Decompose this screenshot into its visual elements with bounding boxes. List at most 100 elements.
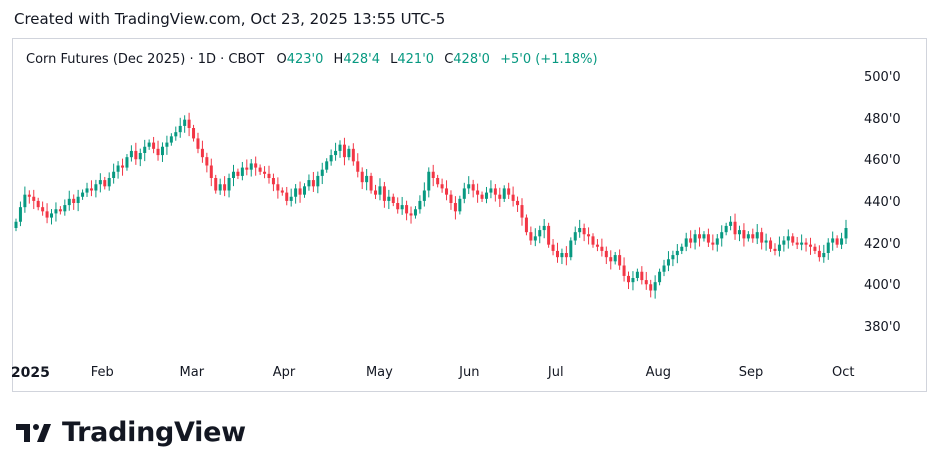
- candle-body[interactable]: [174, 132, 178, 137]
- candle-body[interactable]: [303, 186, 307, 195]
- candle-body[interactable]: [453, 203, 457, 212]
- candle-body[interactable]: [471, 184, 475, 191]
- candle-body[interactable]: [764, 240, 768, 243]
- candle-body[interactable]: [254, 163, 258, 168]
- candle-body[interactable]: [400, 205, 404, 210]
- candle-body[interactable]: [511, 194, 515, 201]
- candle-body[interactable]: [813, 246, 817, 251]
- candle-body[interactable]: [45, 211, 49, 218]
- candle-body[interactable]: [178, 125, 182, 133]
- candle-body[interactable]: [103, 180, 107, 187]
- candle-body[interactable]: [675, 250, 679, 256]
- candle-body[interactable]: [50, 213, 54, 218]
- candle-body[interactable]: [218, 184, 222, 191]
- candle-body[interactable]: [160, 146, 164, 156]
- candle-body[interactable]: [320, 169, 324, 176]
- candle-body[interactable]: [622, 265, 626, 276]
- candle-body[interactable]: [134, 150, 138, 160]
- candle-body[interactable]: [538, 230, 542, 237]
- candle-body[interactable]: [445, 188, 449, 195]
- candle-body[interactable]: [298, 188, 302, 195]
- candle-body[interactable]: [200, 148, 204, 158]
- candle-body[interactable]: [391, 196, 395, 203]
- candle-body[interactable]: [347, 148, 351, 158]
- candle-body[interactable]: [387, 196, 391, 201]
- candle-body[interactable]: [449, 194, 453, 203]
- candle-body[interactable]: [85, 188, 89, 193]
- candle-body[interactable]: [280, 190, 284, 193]
- candle-body[interactable]: [582, 228, 586, 235]
- candle-body[interactable]: [808, 244, 812, 247]
- candle-body[interactable]: [405, 205, 409, 214]
- candle-body[interactable]: [653, 282, 657, 291]
- candle-body[interactable]: [627, 275, 631, 283]
- candle-body[interactable]: [680, 246, 684, 251]
- candle-body[interactable]: [14, 221, 18, 228]
- candle-body[interactable]: [782, 240, 786, 245]
- candle-body[interactable]: [737, 230, 741, 235]
- candle-body[interactable]: [365, 175, 369, 183]
- candle-body[interactable]: [294, 188, 298, 197]
- candle-body[interactable]: [107, 178, 111, 187]
- chart-frame[interactable]: Corn Futures (Dec 2025) · 1D · CBOT O423…: [12, 38, 927, 392]
- candle-body[interactable]: [751, 234, 755, 239]
- candle-body[interactable]: [569, 240, 573, 258]
- candle-body[interactable]: [729, 221, 733, 226]
- candle-body[interactable]: [817, 250, 821, 258]
- candle-body[interactable]: [640, 271, 644, 281]
- candle-body[interactable]: [769, 240, 773, 249]
- candle-body[interactable]: [591, 236, 595, 245]
- candle-body[interactable]: [98, 180, 102, 185]
- candle-body[interactable]: [693, 234, 697, 243]
- candle-body[interactable]: [516, 200, 520, 206]
- candle-body[interactable]: [662, 265, 666, 272]
- candle-body[interactable]: [316, 175, 320, 187]
- candle-body[interactable]: [342, 144, 346, 158]
- candle-body[interactable]: [129, 150, 133, 158]
- candle-body[interactable]: [418, 200, 422, 210]
- candle-body[interactable]: [223, 184, 227, 191]
- candle-body[interactable]: [720, 232, 724, 239]
- candle-body[interactable]: [595, 244, 599, 247]
- candle-body[interactable]: [245, 167, 249, 170]
- candle-body[interactable]: [54, 209, 58, 214]
- candle-body[interactable]: [396, 203, 400, 210]
- candle-body[interactable]: [58, 209, 62, 212]
- candle-body[interactable]: [307, 180, 311, 187]
- candle-body[interactable]: [458, 198, 462, 212]
- candle-body[interactable]: [263, 171, 267, 174]
- candle-body[interactable]: [360, 171, 364, 183]
- candle-body[interactable]: [152, 142, 156, 149]
- candle-body[interactable]: [666, 259, 670, 266]
- candle-body[interactable]: [169, 136, 173, 143]
- candle-body[interactable]: [94, 184, 98, 191]
- candle-body[interactable]: [338, 144, 342, 151]
- candle-body[interactable]: [844, 228, 848, 239]
- candle-body[interactable]: [711, 242, 715, 245]
- candle-body[interactable]: [791, 236, 795, 243]
- candle-body[interactable]: [431, 171, 435, 178]
- candle-body[interactable]: [156, 148, 160, 156]
- candle-body[interactable]: [533, 236, 537, 241]
- candle-body[interactable]: [493, 188, 497, 195]
- candle-body[interactable]: [23, 194, 27, 208]
- candle-body[interactable]: [840, 238, 844, 245]
- candle-body[interactable]: [356, 161, 360, 172]
- candle-body[interactable]: [240, 167, 244, 176]
- candle-body[interactable]: [649, 284, 653, 291]
- candle-body[interactable]: [777, 244, 781, 251]
- candle-body[interactable]: [484, 192, 488, 199]
- candle-body[interactable]: [258, 167, 262, 172]
- candle-body[interactable]: [520, 205, 524, 218]
- candle-body[interactable]: [587, 234, 591, 237]
- candle-body[interactable]: [689, 238, 693, 243]
- candle-body[interactable]: [826, 242, 830, 253]
- candle-body[interactable]: [67, 198, 71, 206]
- candle-body[interactable]: [285, 192, 289, 201]
- candle-body[interactable]: [502, 188, 506, 199]
- candle-body[interactable]: [733, 221, 737, 235]
- candle-body[interactable]: [267, 173, 271, 178]
- candle-body[interactable]: [773, 248, 777, 251]
- candle-body[interactable]: [702, 234, 706, 239]
